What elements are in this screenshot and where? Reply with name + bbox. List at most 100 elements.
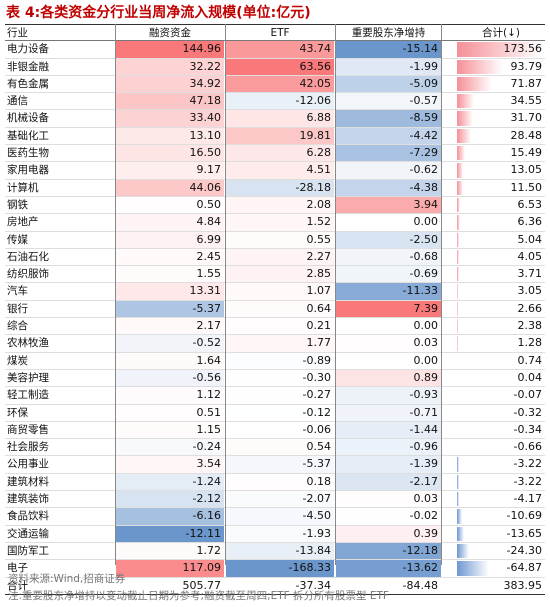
table-row: 基础化工 13.10 19.81 -4.42 28.48 xyxy=(5,127,545,146)
cell-etf: -2.07 xyxy=(226,491,334,508)
total-data-bar xyxy=(457,301,459,317)
cell-etf: 2.27 xyxy=(226,248,334,266)
table-row: 交通运输 -12.11 -1.93 0.39 -13.65 xyxy=(5,525,545,543)
cell-industry: 公用事业 xyxy=(7,458,49,471)
cell-total: 93.79 xyxy=(510,59,543,73)
total-sum: 383.95 xyxy=(503,578,543,592)
cell-margin-financing: -6.16 xyxy=(116,508,224,525)
cell-shareholder-net-increase: -4.42 xyxy=(336,127,441,145)
cell-total: -3.22 xyxy=(513,457,542,471)
table-row: 环保 0.51 -0.12 -0.71 -0.32 xyxy=(5,404,545,422)
column-divider xyxy=(225,24,226,565)
header-shareholder-net-increase: 重要股东净增持 xyxy=(351,27,426,39)
source-note: 资料来源:Wind,招商证券 xyxy=(8,573,126,585)
table-row: 非银金融 32.22 63.56 -1.99 93.79 xyxy=(5,58,545,76)
cell-shareholder-net-increase: -7.29 xyxy=(336,145,441,162)
cell-industry: 汽车 xyxy=(7,285,28,298)
cell-total: 34.55 xyxy=(510,94,543,108)
table-row: 国防军工 1.72 -13.84 -12.18 -24.30 xyxy=(5,542,545,561)
cell-margin-financing: 9.17 xyxy=(116,162,224,179)
cell-margin-financing: 117.09 xyxy=(116,560,224,577)
cell-total: 2.66 xyxy=(517,301,543,315)
cell-total: -64.87 xyxy=(506,561,542,575)
cell-shareholder-net-increase: 3.94 xyxy=(336,196,441,214)
cell-total: 13.05 xyxy=(510,163,543,177)
cell-margin-financing: 1.72 xyxy=(116,542,224,560)
total-data-bar xyxy=(457,543,469,559)
cell-total: 2.38 xyxy=(517,319,543,333)
total-data-bar xyxy=(457,197,461,213)
cell-industry: 农林牧渔 xyxy=(7,337,49,350)
total-data-bar xyxy=(457,249,459,265)
cell-total: 28.48 xyxy=(510,128,543,142)
cell-margin-financing: 0.51 xyxy=(116,404,224,421)
cell-industry: 有色金属 xyxy=(7,77,49,90)
table-row: 综合 2.17 0.21 0.00 2.38 xyxy=(5,318,545,336)
header-total-sort[interactable]: 合计(↓) xyxy=(482,27,520,39)
total-data-bar xyxy=(457,232,460,247)
table-row: 电力设备 144.96 43.74 -15.14 173.56 xyxy=(5,41,545,59)
cell-shareholder-net-increase: 0.03 xyxy=(336,335,441,352)
cell-margin-financing: -0.56 xyxy=(116,369,224,387)
cell-total: 6.53 xyxy=(517,197,543,211)
table-row: 钢铁 0.50 2.08 3.94 6.53 xyxy=(5,196,545,215)
cell-total: 3.71 xyxy=(517,267,543,281)
column-divider xyxy=(335,24,336,565)
cell-margin-financing: 44.06 xyxy=(116,179,224,196)
cell-industry: 美容护理 xyxy=(7,371,49,384)
table-row: 房地产 4.84 1.52 0.00 6.36 xyxy=(5,214,545,232)
cell-margin-financing: 32.22 xyxy=(116,58,224,75)
total-data-bar xyxy=(457,457,459,472)
cell-industry: 建筑装饰 xyxy=(7,493,49,506)
total-data-bar xyxy=(457,180,463,195)
table-row: 银行 -5.37 0.64 7.39 2.66 xyxy=(5,300,545,319)
table-row: 轻工制造 1.12 -0.27 -0.93 -0.07 xyxy=(5,387,545,405)
cell-etf: -28.18 xyxy=(226,179,334,196)
cell-total: -13.65 xyxy=(506,526,542,540)
cell-shareholder-net-increase: -0.02 xyxy=(336,508,441,525)
column-divider xyxy=(441,24,442,565)
table-row: 公用事业 3.54 -5.37 -1.39 -3.22 xyxy=(5,456,545,474)
cell-total: -0.32 xyxy=(513,405,542,419)
table-row: 传媒 6.99 0.55 -2.50 5.04 xyxy=(5,231,545,249)
cell-industry: 建筑材料 xyxy=(7,475,49,488)
cell-etf: -0.12 xyxy=(226,404,334,421)
cell-total: 11.50 xyxy=(510,180,543,194)
cell-shareholder-net-increase: -13.62 xyxy=(336,560,441,577)
total-data-bar xyxy=(457,111,473,126)
cell-shareholder-net-increase: -0.68 xyxy=(336,248,441,266)
cell-industry: 轻工制造 xyxy=(7,389,49,402)
cell-total: 0.74 xyxy=(517,353,543,367)
cell-industry: 计算机 xyxy=(7,181,39,194)
total-data-bar xyxy=(457,163,464,178)
table-row: 医药生物 16.50 6.28 -7.29 15.49 xyxy=(5,145,545,163)
cell-industry: 交通运输 xyxy=(7,527,49,540)
cell-industry: 煤炭 xyxy=(7,354,28,367)
table-row: 建筑装饰 -2.12 -2.07 0.03 -4.17 xyxy=(5,491,545,509)
cell-shareholder-net-increase: -0.96 xyxy=(336,439,441,456)
cell-margin-financing: 0.50 xyxy=(116,196,224,214)
cell-etf: -0.30 xyxy=(226,369,334,387)
table-row: 石油石化 2.45 2.27 -0.68 4.05 xyxy=(5,248,545,267)
cell-industry: 石油石化 xyxy=(7,250,49,263)
cell-industry: 社会服务 xyxy=(7,441,49,454)
cell-etf: -0.27 xyxy=(226,387,334,404)
cell-shareholder-net-increase: 7.39 xyxy=(336,300,441,318)
cell-margin-financing: 16.50 xyxy=(116,145,224,162)
table-row: 商贸零售 1.15 -0.06 -1.44 -0.34 xyxy=(5,421,545,440)
total-data-bar xyxy=(457,128,471,144)
cell-etf: -0.06 xyxy=(226,421,334,439)
cell-margin-financing: 4.84 xyxy=(116,214,224,231)
cell-margin-financing: 6.99 xyxy=(116,231,224,248)
cell-etf: -5.37 xyxy=(226,456,334,473)
cell-shareholder-net-increase: -0.69 xyxy=(336,266,441,283)
header-industry: 行业 xyxy=(7,27,28,39)
cell-etf: 1.52 xyxy=(226,214,334,231)
cell-shareholder-net-increase: -4.38 xyxy=(336,179,441,196)
cell-shareholder-net-increase: 0.03 xyxy=(336,491,441,508)
cell-total: 1.28 xyxy=(517,336,543,350)
cell-etf: -0.89 xyxy=(226,352,334,369)
cell-total: 0.04 xyxy=(517,370,543,384)
cell-shareholder-net-increase: 0.89 xyxy=(336,369,441,387)
cell-margin-financing: 33.40 xyxy=(116,110,224,127)
